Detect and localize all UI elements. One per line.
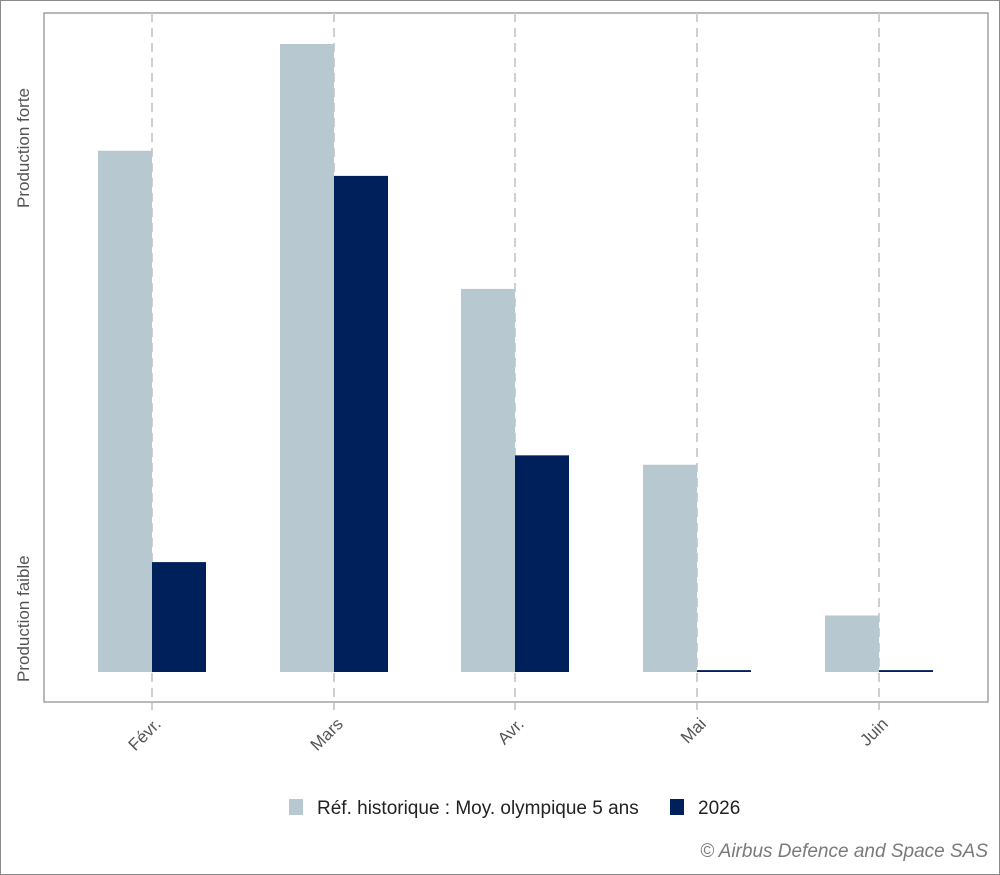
bar-historical-4 — [825, 615, 879, 672]
bar-2026-0 — [152, 562, 206, 672]
legend-swatch-2026 — [670, 799, 684, 815]
legend-label-historical: Réf. historique : Moy. olympique 5 ans — [317, 798, 639, 819]
y-label-low: Production faible — [14, 555, 33, 682]
x-tick-label-1: Mars — [307, 714, 347, 754]
bar-2026-2 — [515, 455, 569, 672]
x-tick-label-2: Avr. — [494, 714, 528, 748]
bar-2026-3 — [697, 670, 751, 672]
x-tick-labels: Févr. Mars Avr. Mai Juin — [125, 714, 892, 754]
bar-historical-1 — [280, 44, 334, 672]
y-label-high: Production forte — [14, 88, 33, 208]
legend-swatch-historical — [289, 799, 303, 815]
bar-2026-4 — [879, 670, 933, 672]
x-tick-label-0: Févr. — [125, 714, 165, 754]
bar-historical-0 — [98, 150, 152, 672]
bars-group — [98, 44, 933, 672]
x-tick-label-4: Juin — [856, 714, 891, 749]
x-tick-label-3: Mai — [677, 714, 710, 747]
legend: Réf. historique : Moy. olympique 5 ans 2… — [289, 798, 740, 819]
bar-2026-1 — [334, 175, 388, 672]
bar-historical-2 — [461, 288, 515, 672]
credit-text: © Airbus Defence and Space SAS — [700, 841, 988, 862]
legend-label-2026: 2026 — [698, 798, 740, 819]
bar-historical-3 — [643, 464, 697, 672]
